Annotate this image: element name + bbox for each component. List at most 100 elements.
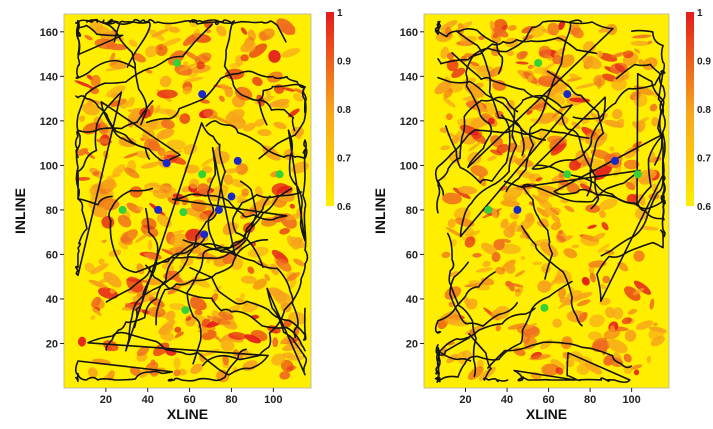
heatmap-cell [212, 316, 231, 325]
heatmap-cell [491, 208, 498, 218]
heatmap-cell [165, 310, 176, 322]
heatmap-cell [589, 272, 596, 283]
heatmap-cell [145, 45, 158, 58]
contour-line [75, 21, 136, 79]
heatmap-cell [141, 217, 157, 230]
contour-line [75, 18, 151, 68]
heatmap-cell [289, 278, 297, 289]
contour-line [105, 187, 292, 351]
heatmap-cell [149, 296, 165, 308]
heatmap-cell [194, 309, 203, 316]
blue-well-marker [611, 156, 620, 165]
contour-lines [74, 18, 309, 383]
plot-frame [63, 13, 312, 389]
heatmap-cell [627, 308, 638, 315]
heatmap-cell [447, 218, 456, 229]
heatmap-cell [77, 336, 87, 347]
green-well-marker [275, 170, 284, 179]
heatmap-cell [178, 63, 197, 72]
heatmap-cell [136, 346, 150, 357]
heatmap-cell [280, 359, 294, 373]
y-tick-label: 60 [406, 249, 418, 261]
heatmap-cell [229, 62, 241, 69]
heatmap-cell [117, 215, 132, 228]
heatmap-cell [153, 104, 161, 115]
heatmap-cell [509, 212, 519, 220]
heatmap-cell [538, 218, 549, 228]
heatmap-cell [190, 297, 203, 310]
chart-panel-2: 20 40 60 80 100 20 40 60 80 100 120 140 160 XLINE INLI… [372, 8, 711, 422]
heatmap-cell [440, 46, 449, 59]
y-tick-label: 80 [46, 205, 58, 217]
colorbar-tick-label: 0.6 [337, 202, 351, 213]
heatmap-cell [140, 161, 161, 169]
heatmap-cell [519, 233, 527, 239]
heatmap-cell [440, 19, 458, 31]
heatmap-cell [587, 331, 603, 341]
heatmap-cell [608, 325, 616, 338]
blue-well-marker [233, 156, 242, 165]
heatmap-cell [607, 339, 628, 354]
heatmap-cell [106, 85, 126, 98]
heatmap-cell [109, 52, 116, 62]
heatmap-cell [96, 180, 118, 190]
heatmap-cell [490, 149, 503, 156]
heatmap-cell [126, 202, 141, 214]
x-axis-label: XLINE [526, 406, 567, 422]
heatmap-cell [506, 50, 514, 57]
chart-panel-1: 20 40 60 80 100 20 40 60 80 100 120 140 160 XLINE INLI… [12, 8, 351, 422]
heatmap-cell [212, 115, 233, 126]
heatmap-cell [462, 95, 481, 101]
blue-well-marker [154, 205, 163, 214]
heatmap-cell [247, 266, 255, 274]
heatmap-cell [475, 267, 493, 273]
heatmap-cell [173, 369, 181, 377]
heatmap-cell [630, 40, 650, 47]
heatmap-cell [223, 174, 233, 185]
heatmap-cell [186, 36, 206, 43]
heatmap-cell [156, 184, 177, 192]
heatmap-cell [457, 118, 465, 126]
heatmap-cell [649, 298, 655, 310]
heatmap-cell [451, 67, 466, 79]
heatmap-cell [647, 40, 653, 45]
heatmap-cell [219, 83, 232, 93]
green-well-marker [198, 170, 207, 179]
heatmap-cell [533, 66, 548, 74]
heatmap-cell [537, 280, 552, 293]
heatmap-cell [92, 170, 100, 176]
y-tick-label: 160 [40, 27, 58, 39]
heatmap-cell [552, 54, 563, 65]
y-tick-label: 140 [40, 71, 58, 83]
colorbar-tick-label: 1 [337, 8, 343, 19]
heatmap-cell [225, 304, 242, 315]
heatmap-cell [96, 276, 112, 285]
colorbar-tick-label: 0.8 [697, 105, 711, 116]
heatmap-cell [171, 230, 185, 235]
heatmap-cell [129, 366, 142, 377]
heatmap-cell [185, 228, 202, 242]
heatmap-cell [493, 239, 505, 251]
heatmap-cell [106, 174, 122, 179]
heatmap-cell [76, 148, 89, 156]
colorbar-tick-label: 0.9 [697, 57, 711, 68]
heatmap-cell [132, 52, 146, 63]
heatmap-cell [507, 25, 517, 31]
heatmap-cell [450, 239, 458, 247]
heatmap-attribute-field [434, 18, 667, 381]
heatmap-cell [564, 205, 575, 213]
heatmap-cell [588, 265, 595, 275]
heatmap-cell [183, 61, 189, 67]
heatmap-cell [552, 318, 562, 328]
heatmap-cell [571, 244, 579, 249]
heatmap-cell [451, 134, 460, 144]
heatmap-cell [173, 357, 181, 370]
heatmap-cell [144, 183, 163, 194]
heatmap-cell [241, 188, 250, 197]
heatmap-cell [640, 226, 659, 231]
contour-line [434, 271, 496, 334]
y-tick-label: 120 [40, 116, 58, 128]
heatmap-cell [593, 74, 606, 87]
y-tick-label: 60 [46, 249, 58, 261]
contour-line [487, 341, 632, 369]
